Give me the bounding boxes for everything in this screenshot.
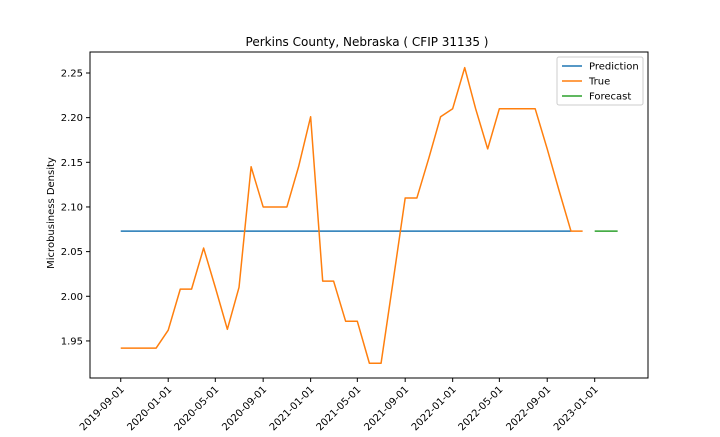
plot-area: 2019-09-012020-01-012020-05-012020-09-01… — [61, 66, 618, 433]
y-tick-label: 2.25 — [61, 68, 83, 79]
y-tick-label: 2.15 — [61, 158, 83, 169]
legend-label-prediction: Prediction — [589, 62, 639, 73]
legend-label-forecast: Forecast — [589, 92, 631, 103]
x-tick-label: 2021-05-01 — [315, 384, 364, 432]
x-tick-label: 2022-01-01 — [410, 384, 459, 432]
x-tick-label: 2022-05-01 — [457, 384, 506, 432]
x-tick-label: 2021-09-01 — [362, 384, 411, 432]
y-tick-label: 1.95 — [61, 336, 83, 347]
x-tick-label: 2020-05-01 — [173, 384, 222, 432]
x-tick-label: 2019-09-01 — [78, 384, 127, 432]
plot-frame — [89, 51, 649, 379]
y-tick-label: 2.00 — [61, 292, 83, 303]
legend: Prediction True Forecast — [556, 56, 644, 106]
x-tick-label: 2023-01-01 — [552, 384, 601, 432]
chart-title: Perkins County, Nebraska ( CFIP 31135 ) — [246, 35, 489, 49]
y-tick-label: 2.10 — [61, 202, 83, 213]
x-tick-label: 2020-09-01 — [220, 384, 269, 432]
x-tick-label: 2020-01-01 — [125, 384, 174, 432]
legend-box — [556, 56, 644, 106]
series-line-true — [120, 66, 583, 365]
y-tick-label: 2.05 — [61, 247, 83, 258]
x-tick-label: 2022-09-01 — [504, 384, 553, 432]
y-tick-label: 2.20 — [61, 113, 83, 124]
y-axis-label: Microbusiness Density — [46, 157, 57, 269]
legend-label-true: True — [588, 77, 610, 88]
x-tick-label: 2021-01-01 — [268, 384, 317, 432]
